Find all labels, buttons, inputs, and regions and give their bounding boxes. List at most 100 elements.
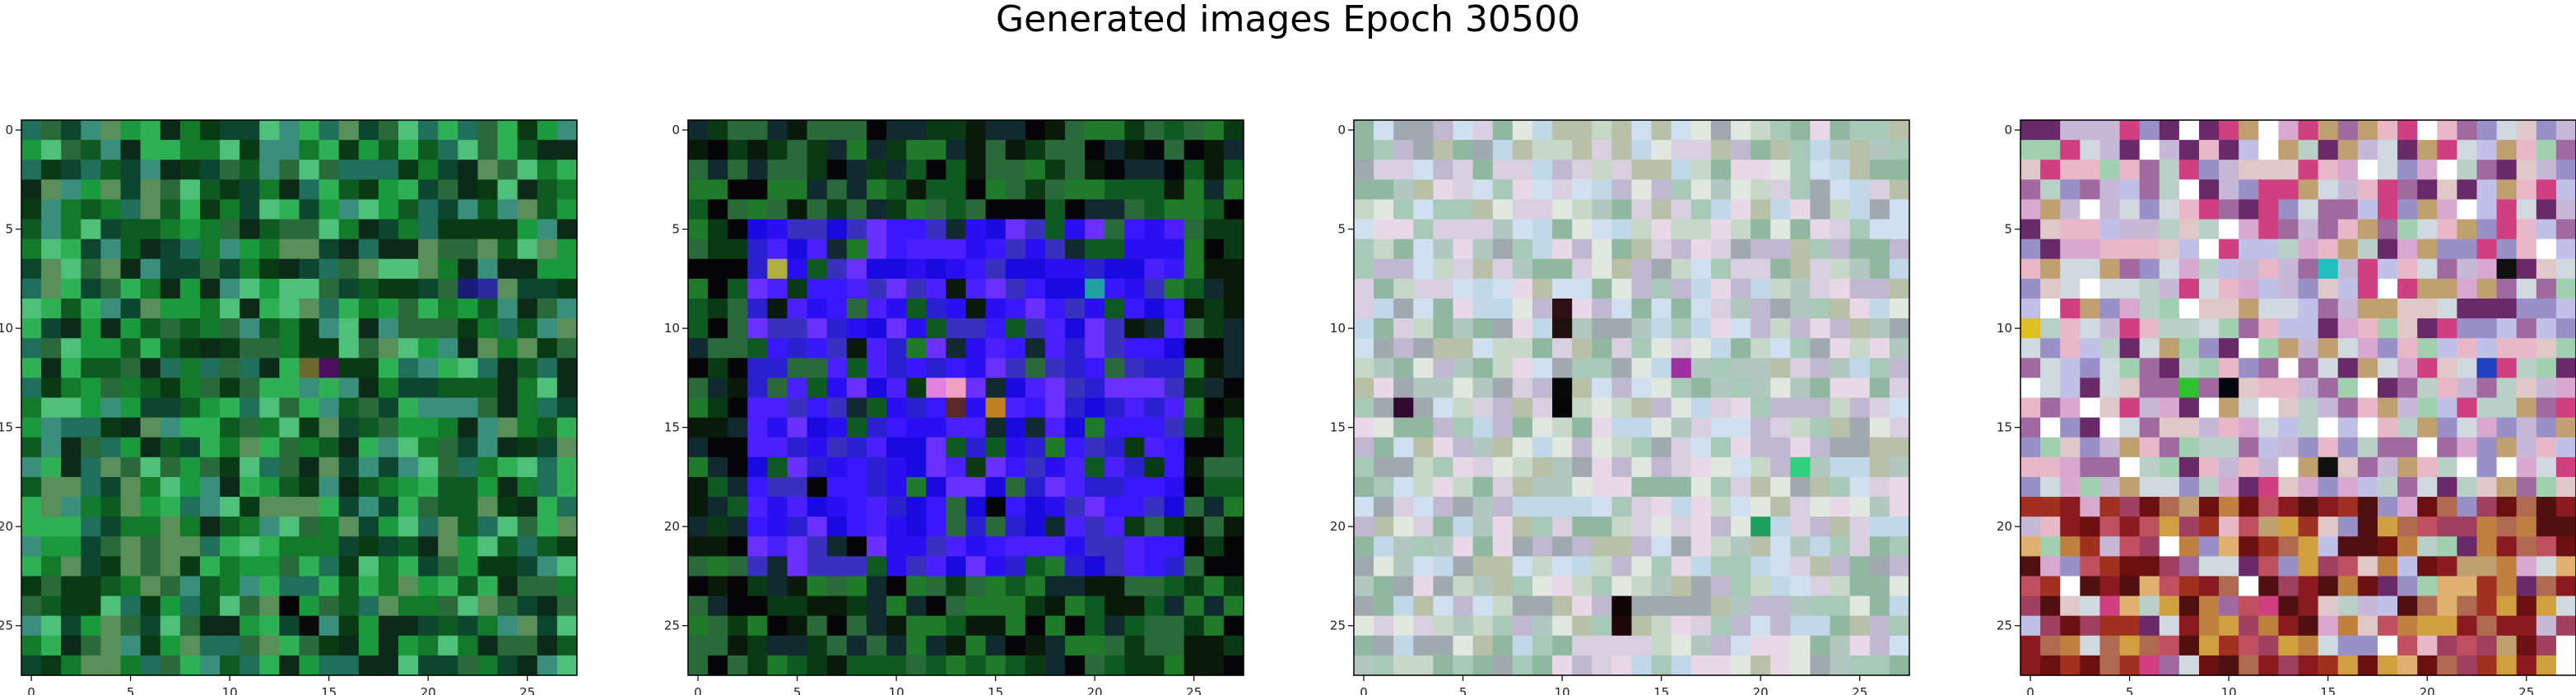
pixel-cell	[787, 595, 808, 617]
pixel-cell	[438, 160, 458, 180]
pixel-cell	[1651, 576, 1672, 597]
pixel-cell	[1164, 635, 1185, 656]
pixel-cell	[358, 258, 379, 280]
pixel-cell	[1413, 397, 1434, 419]
pixel-cell	[319, 258, 340, 280]
pixel-cell	[2437, 536, 2457, 557]
pixel-cell	[1611, 160, 1633, 180]
pixel-cell	[458, 456, 479, 478]
pixel-cell	[985, 298, 1007, 319]
pixel-cell	[1453, 655, 1474, 676]
pixel-cell	[2397, 338, 2418, 359]
pixel-cell	[497, 476, 518, 498]
pixel-cell	[378, 120, 399, 141]
pixel-cell	[1203, 397, 1225, 419]
pixel-cell	[906, 576, 927, 597]
pixel-cell	[2318, 615, 2339, 637]
pixel-cell	[1532, 615, 1553, 637]
pixel-cell	[1731, 497, 1751, 517]
pixel-cell	[1472, 536, 1494, 557]
pixel-cell	[767, 397, 788, 419]
pixel-cell	[2536, 437, 2557, 458]
pixel-cell	[160, 595, 181, 617]
pixel-cell	[2357, 140, 2378, 160]
pixel-cell	[2080, 595, 2101, 617]
pixel-cell	[100, 219, 122, 240]
pixel-cell	[2119, 358, 2141, 378]
pixel-cell	[1790, 318, 1811, 339]
pixel-cell	[1849, 655, 1871, 676]
pixel-cell	[1631, 635, 1653, 656]
y-tick-label: 5	[1337, 222, 1346, 237]
pixel-cell	[747, 417, 769, 438]
pixel-cell	[1025, 417, 1046, 438]
pixel-cell	[1354, 358, 1374, 378]
pixel-cell	[2239, 160, 2259, 180]
pixel-cell	[1203, 595, 1225, 617]
pixel-cell	[1065, 576, 1086, 597]
pixel-cell	[2496, 417, 2518, 438]
pixel-cell	[2239, 476, 2259, 498]
pixel-cell	[1651, 437, 1672, 458]
pixel-cell	[1869, 120, 1890, 141]
pixel-cell	[1433, 120, 1454, 141]
pixel-cell	[767, 615, 788, 637]
pixel-cell	[2318, 437, 2339, 458]
pixel-cell	[517, 120, 538, 141]
pixel-cell	[279, 239, 300, 260]
pixel-cell	[21, 536, 42, 557]
x-tick-label: 25	[519, 685, 535, 695]
pixel-cell	[458, 179, 479, 201]
pixel-cell	[2357, 278, 2378, 299]
pixel-cell	[1830, 219, 1851, 240]
pixel-cell	[2119, 476, 2141, 498]
pixel-cell	[965, 358, 987, 378]
pixel-cell	[1552, 556, 1573, 577]
pixel-cell	[2258, 536, 2279, 557]
pixel-cell	[1044, 615, 1066, 637]
pixel-cell	[728, 595, 748, 617]
pixel-cell	[728, 456, 748, 478]
pixel-cell	[398, 219, 419, 240]
pixel-cell	[1104, 417, 1125, 438]
pixel-cell	[1453, 318, 1474, 339]
pixel-cell	[2516, 140, 2537, 160]
pixel-cell	[1492, 517, 1514, 537]
pixel-cell	[1552, 497, 1573, 517]
pixel-cell	[120, 219, 142, 240]
pixel-cell	[1203, 199, 1225, 220]
pixel-cell	[2357, 517, 2378, 537]
pixel-cell	[767, 417, 788, 438]
pixel-cell	[2060, 258, 2081, 280]
y-tick-label: 5	[2004, 222, 2012, 237]
pixel-cell	[1790, 338, 1811, 359]
pixel-cell	[319, 239, 340, 260]
pixel-cell	[41, 595, 62, 617]
pixel-cell	[2239, 338, 2259, 359]
pixel-cell	[1690, 456, 1712, 478]
pixel-cell	[2457, 160, 2478, 180]
pixel-cell	[2178, 358, 2200, 378]
pixel-cell	[1223, 536, 1244, 557]
pixel-cell	[1810, 635, 1831, 656]
pixel-cell	[1552, 298, 1573, 319]
pixel-cell	[2318, 595, 2339, 617]
pixel-cell	[1433, 199, 1454, 220]
pixel-cell	[1164, 437, 1185, 458]
pixel-cell	[160, 179, 181, 201]
pixel-cell	[2178, 517, 2200, 537]
pixel-cell	[179, 437, 201, 458]
pixel-cell	[2337, 456, 2359, 478]
pixel-cell	[2337, 199, 2359, 220]
pixel-cell	[2377, 476, 2398, 498]
pixel-cell	[866, 239, 887, 260]
pixel-cell	[319, 556, 340, 577]
pixel-cell	[259, 199, 280, 220]
pixel-cell	[338, 378, 360, 399]
pixel-cell	[1671, 595, 1692, 617]
pixel-cell	[1433, 517, 1454, 537]
pixel-cell	[1631, 476, 1653, 498]
pixel-cell	[1710, 199, 1732, 220]
pixel-cell	[1671, 378, 1692, 399]
pixel-cell	[2258, 635, 2279, 656]
